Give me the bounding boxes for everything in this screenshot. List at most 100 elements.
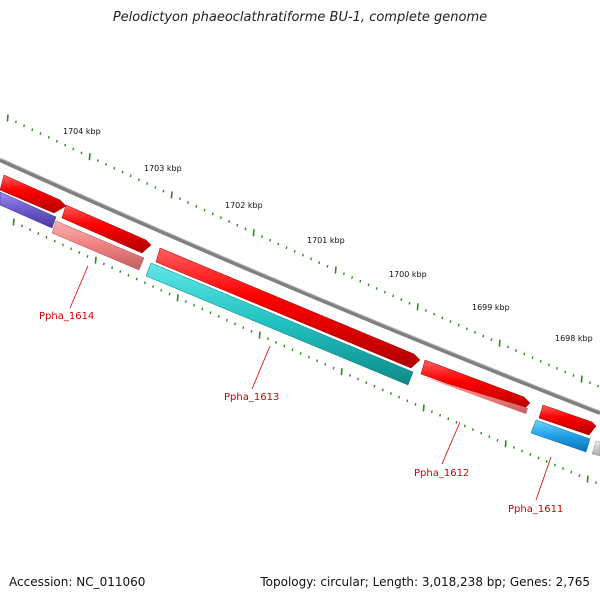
gene-arrow-fwd-2[interactable] bbox=[61, 204, 152, 254]
inner-scale-tick bbox=[119, 270, 122, 273]
footer-accession: Accession: NC_011060 bbox=[9, 575, 146, 589]
inner-scale-tick bbox=[209, 311, 212, 315]
inner-scale-tick bbox=[29, 228, 32, 232]
inner-scale-tick bbox=[225, 318, 228, 322]
outer-scale-tick bbox=[6, 114, 9, 122]
gene-arrow-rev-teal[interactable] bbox=[145, 262, 414, 386]
inner-scale-tick bbox=[471, 428, 474, 431]
outer-scale-tick bbox=[342, 272, 345, 276]
outer-scale-tick bbox=[14, 120, 17, 124]
gene-label-ppha-1614[interactable]: Ppha_1614 bbox=[39, 311, 94, 322]
inner-scale-tick bbox=[258, 331, 261, 339]
inner-scale-tick bbox=[430, 410, 433, 413]
outer-scale-tick bbox=[105, 163, 108, 166]
gene-labels: Ppha_1614 Ppha_1613 Ppha_1612 Ppha_1611 bbox=[39, 311, 563, 515]
inner-scale-tick bbox=[529, 453, 532, 456]
outer-scale-tick bbox=[129, 174, 132, 178]
page-title: Pelodictyon phaeoclathratiforme BU-1, co… bbox=[112, 10, 488, 25]
inner-scale-tick bbox=[594, 481, 597, 484]
outer-scale-tick bbox=[252, 229, 255, 237]
inner-scale-tick bbox=[193, 303, 196, 307]
outer-scale-tick bbox=[39, 132, 42, 135]
inner-scale-tick bbox=[299, 352, 302, 355]
gene-arrow-rev-pink-2[interactable] bbox=[421, 376, 528, 414]
outer-scale-tick bbox=[236, 223, 239, 227]
outer-scale-tick bbox=[433, 312, 436, 316]
gene-label-ppha-1613[interactable]: Ppha_1613 bbox=[224, 392, 279, 403]
outer-scale-tick bbox=[506, 345, 509, 349]
leader-ppha-1612 bbox=[441, 421, 461, 465]
scale-ticks-outer bbox=[6, 114, 600, 388]
outer-scale-tick bbox=[228, 220, 231, 223]
inner-scale-tick bbox=[537, 456, 540, 460]
outer-scale-tick bbox=[55, 139, 58, 143]
scale-ticks-inner bbox=[12, 218, 597, 484]
outer-scale-tick bbox=[351, 276, 354, 279]
inner-scale-tick bbox=[389, 392, 392, 395]
inner-scale-tick bbox=[37, 232, 40, 235]
inner-scale-tick bbox=[184, 300, 187, 303]
inner-scale-tick bbox=[20, 224, 23, 228]
inner-scale-tick bbox=[447, 417, 450, 421]
inner-scale-tick bbox=[250, 329, 253, 333]
inner-scale-tick bbox=[406, 399, 409, 403]
inner-scale-tick bbox=[275, 341, 278, 344]
gene-arrow-fwd-5[interactable] bbox=[538, 404, 597, 436]
inner-scale-tick bbox=[553, 463, 556, 467]
leader-ppha-1614 bbox=[69, 265, 89, 309]
gene-label-leaders bbox=[69, 265, 552, 501]
scale-label-1700: 1700 kbp bbox=[389, 270, 427, 279]
outer-scale-tick bbox=[64, 143, 67, 147]
outer-scale-tick bbox=[490, 338, 493, 341]
inner-scale-tick bbox=[234, 322, 237, 326]
reverse-genes bbox=[0, 191, 600, 457]
inner-scale-tick bbox=[365, 381, 368, 385]
gene-arrow-fwd-3[interactable] bbox=[155, 247, 421, 369]
outer-scale-tick bbox=[383, 290, 386, 294]
outer-scale-tick bbox=[564, 370, 567, 374]
inner-scale-tick bbox=[439, 413, 442, 417]
outer-scale-tick bbox=[187, 201, 190, 204]
outer-scale-tick bbox=[277, 242, 280, 246]
outer-scale-tick bbox=[482, 334, 485, 338]
inner-scale-tick bbox=[283, 344, 286, 348]
genome-backbone bbox=[0, 158, 600, 415]
gene-arrow-rev-purple[interactable] bbox=[0, 191, 57, 229]
outer-scale-tick bbox=[31, 128, 34, 132]
inner-scale-tick bbox=[168, 292, 171, 296]
gene-arrow-fwd-4[interactable] bbox=[420, 359, 531, 412]
inner-scale-tick bbox=[455, 420, 458, 424]
inner-scale-tick bbox=[242, 326, 245, 329]
inner-scale-tick bbox=[348, 374, 351, 377]
outer-scale-tick bbox=[203, 208, 206, 212]
footer-stats: Topology: circular; Length: 3,018,238 bp… bbox=[260, 575, 590, 589]
outer-scale-tick bbox=[318, 261, 321, 264]
outer-scale-tick bbox=[449, 320, 452, 323]
outer-scale-tick bbox=[400, 298, 403, 301]
outer-scale-tick bbox=[515, 349, 518, 352]
outer-scale-tick bbox=[424, 309, 427, 312]
inner-scale-tick bbox=[512, 445, 515, 449]
outer-scale-tick bbox=[80, 151, 83, 155]
scale-label-1704: 1704 kbp bbox=[63, 127, 101, 136]
gene-label-ppha-1611[interactable]: Ppha_1611 bbox=[508, 504, 563, 515]
leader-ppha-1613 bbox=[251, 345, 271, 390]
gene-arrow-fwd-1[interactable] bbox=[0, 174, 67, 214]
outer-scale-tick bbox=[474, 330, 477, 334]
outer-scale-tick bbox=[113, 166, 116, 170]
inner-scale-tick bbox=[398, 395, 401, 399]
inner-scale-tick bbox=[414, 403, 417, 406]
gene-arrow-rev-gray[interactable] bbox=[591, 440, 600, 457]
outer-scale-tick bbox=[47, 136, 50, 139]
outer-scale-tick bbox=[23, 124, 26, 128]
outer-scale-tick bbox=[375, 287, 378, 290]
scale-label-1702: 1702 kbp bbox=[225, 201, 263, 210]
gene-arrow-rev-pink[interactable] bbox=[51, 220, 145, 271]
outer-scale-tick bbox=[359, 279, 362, 283]
inner-scale-tick bbox=[160, 288, 163, 292]
outer-scale-tick bbox=[285, 246, 288, 250]
inner-scale-tick bbox=[135, 277, 138, 281]
inner-scale-tick bbox=[78, 251, 81, 254]
gene-arrow-rev-blue[interactable] bbox=[530, 419, 591, 453]
gene-label-ppha-1612[interactable]: Ppha_1612 bbox=[414, 468, 469, 479]
